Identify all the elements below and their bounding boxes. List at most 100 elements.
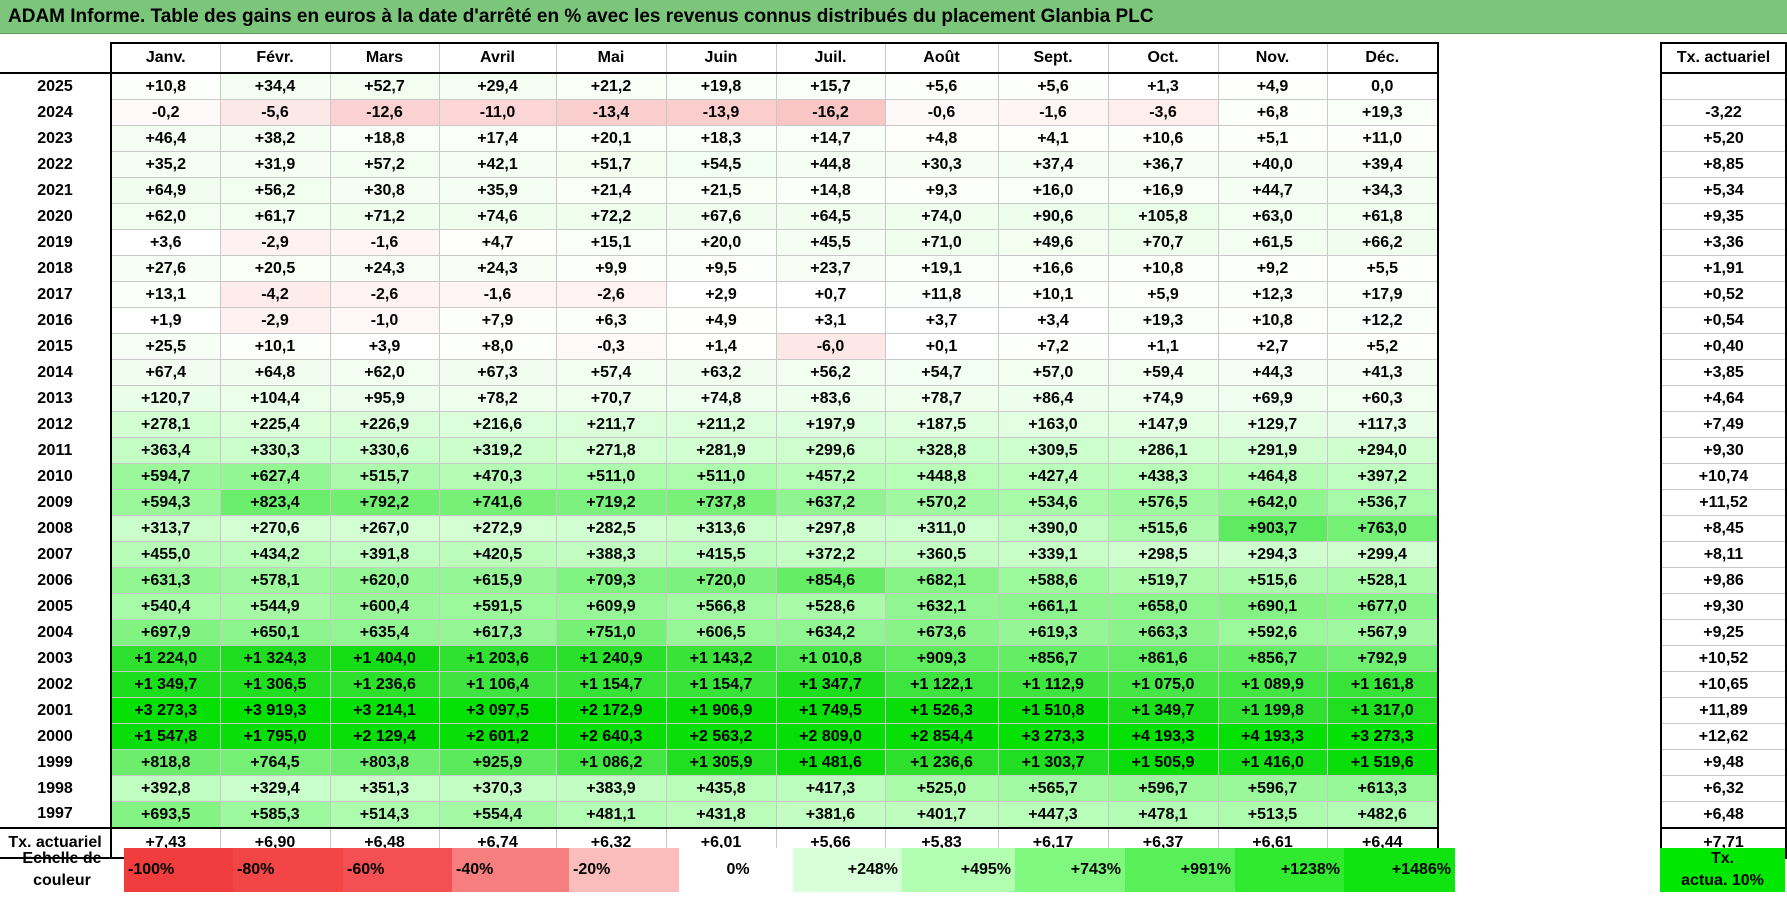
gain-cell: +3,9 [329,333,440,360]
gain-cell: +313,7 [110,515,221,542]
gain-cell: -0,2 [110,99,221,126]
gain-cell: +39,4 [1326,151,1439,178]
gain-cell: +147,9 [1107,411,1219,438]
gain-cell: +24,3 [329,255,440,282]
gain-cell: +464,8 [1217,463,1328,490]
year-label: 2011 [0,437,112,464]
gain-cell: +49,6 [997,229,1109,256]
gain-cell: +44,7 [1217,177,1328,204]
gain-cell: +434,2 [219,541,331,568]
color-scale-label-line1: Echelle de [22,850,102,867]
gain-cell: +5,6 [884,72,999,100]
gain-cell: +74,9 [1107,385,1219,412]
gain-cell: +21,4 [555,177,667,204]
gain-cell: +1 347,7 [775,671,886,698]
gain-cell: +57,2 [329,151,440,178]
gain-cell: +720,0 [665,567,777,594]
gain-cell: +567,9 [1326,619,1439,646]
color-scale-swatch: +1486% [1344,848,1455,892]
gain-cell: +67,3 [438,359,557,386]
gain-cell: +1 010,8 [775,645,886,672]
gain-cell: +585,3 [219,801,331,829]
year-label: 1999 [0,749,112,776]
gain-cell: +5,6 [997,72,1109,100]
actuarial-rate-cell: +10,52 [1660,645,1787,672]
year-label: 2022 [0,151,112,178]
month-header: Juil. [775,42,886,74]
gain-cell: +1 240,9 [555,645,667,672]
gain-cell: +1,4 [665,333,777,360]
gain-cell: +120,7 [110,385,221,412]
gain-cell: -1,0 [329,307,440,334]
table-row: 2005 +540,4 +544,9 +600,4 +591,5 +609,9 +566,8… [0,593,1439,620]
actuarial-rate-cell: +8,85 [1660,151,1787,178]
gain-cell: +390,0 [997,515,1109,542]
gain-cell: +10,1 [219,333,331,360]
gain-cell: +42,1 [438,151,557,178]
gain-cell: +383,9 [555,775,667,802]
year-label: 2002 [0,671,112,698]
gain-cell: +534,6 [997,489,1109,516]
gain-cell: +544,9 [219,593,331,620]
gain-cell: +457,2 [775,463,886,490]
gain-cell: +14,8 [775,177,886,204]
gain-cell: +4,8 [884,125,999,152]
gain-cell: +10,8 [110,72,221,100]
gain-cell: +1 143,2 [665,645,777,672]
gain-cell: +29,4 [438,72,557,100]
gain-cell: +64,8 [219,359,331,386]
gain-cell: +515,7 [329,463,440,490]
gain-cell: +278,1 [110,411,221,438]
color-scale-swatch: 0% [679,848,793,892]
gain-cell: +2,9 [665,281,777,308]
color-scale-swatch: +495% [902,848,1015,892]
gain-cell: +519,7 [1107,567,1219,594]
gain-cell: +448,8 [884,463,999,490]
year-label: 2013 [0,385,112,412]
table-row: 1997 +693,5 +585,3 +514,3 +554,4 +481,1 +431,8… [0,801,1439,829]
actuarial-rate-cell: +0,40 [1660,333,1787,360]
gain-cell: +163,0 [997,411,1109,438]
gain-cell: +74,6 [438,203,557,230]
gain-cell: +363,4 [110,437,221,464]
year-label: 1997 [0,801,112,828]
actuarial-rate-cell: +5,34 [1660,177,1787,204]
table-row: 2011 +363,4 +330,3 +330,6 +319,2 +271,8 +281,9… [0,437,1439,464]
gain-cell: +20,5 [219,255,331,282]
actuarial-swatch-line1: Tx. [1710,850,1735,867]
corner-cell [0,43,111,74]
gain-cell: +1 317,0 [1326,697,1439,724]
gain-cell: +44,3 [1217,359,1328,386]
gain-cell: +7,2 [997,333,1109,360]
actuarial-rate-cell: +5,20 [1660,125,1787,152]
gain-cell: +528,6 [775,593,886,620]
gain-cell: +1 122,1 [884,671,999,698]
table-row: 2008 +313,7 +270,6 +267,0 +272,9 +282,5 +313,6… [0,515,1439,542]
actuarial-rate-cell: -3,22 [1660,99,1787,126]
gain-cell: +63,0 [1217,203,1328,230]
actuarial-rate-cell: +9,35 [1660,203,1787,230]
table-row: 2018 +27,6 +20,5 +24,3 +24,3 +9,9 +9,5 +23,7 +19… [0,255,1439,282]
gain-cell: +709,3 [555,567,667,594]
gain-cell: +34,4 [219,72,331,100]
gain-cell: +60,3 [1326,385,1439,412]
gain-cell: -0,3 [555,333,667,360]
gain-cell: +66,2 [1326,229,1439,256]
gain-cell: +211,7 [555,411,667,438]
gain-cell: +72,2 [555,203,667,230]
month-header: Nov. [1217,42,1328,74]
gain-cell: +281,9 [665,437,777,464]
gain-cell: +431,8 [665,801,777,829]
table-row: 2010 +594,7 +627,4 +515,7 +470,3 +511,0 +511,0… [0,463,1439,490]
gain-cell: +435,8 [665,775,777,802]
gain-cell: +25,5 [110,333,221,360]
gain-cell: +1 305,9 [665,749,777,776]
month-header: Août [884,42,999,74]
gain-cell: +4,1 [997,125,1109,152]
gain-cell: +650,1 [219,619,331,646]
table-row: 2007 +455,0 +434,2 +391,8 +420,5 +388,3 +415,5… [0,541,1439,568]
year-label: 2004 [0,619,112,646]
gain-cell: +391,8 [329,541,440,568]
gain-cell: +594,7 [110,463,221,490]
year-label: 2017 [0,281,112,308]
